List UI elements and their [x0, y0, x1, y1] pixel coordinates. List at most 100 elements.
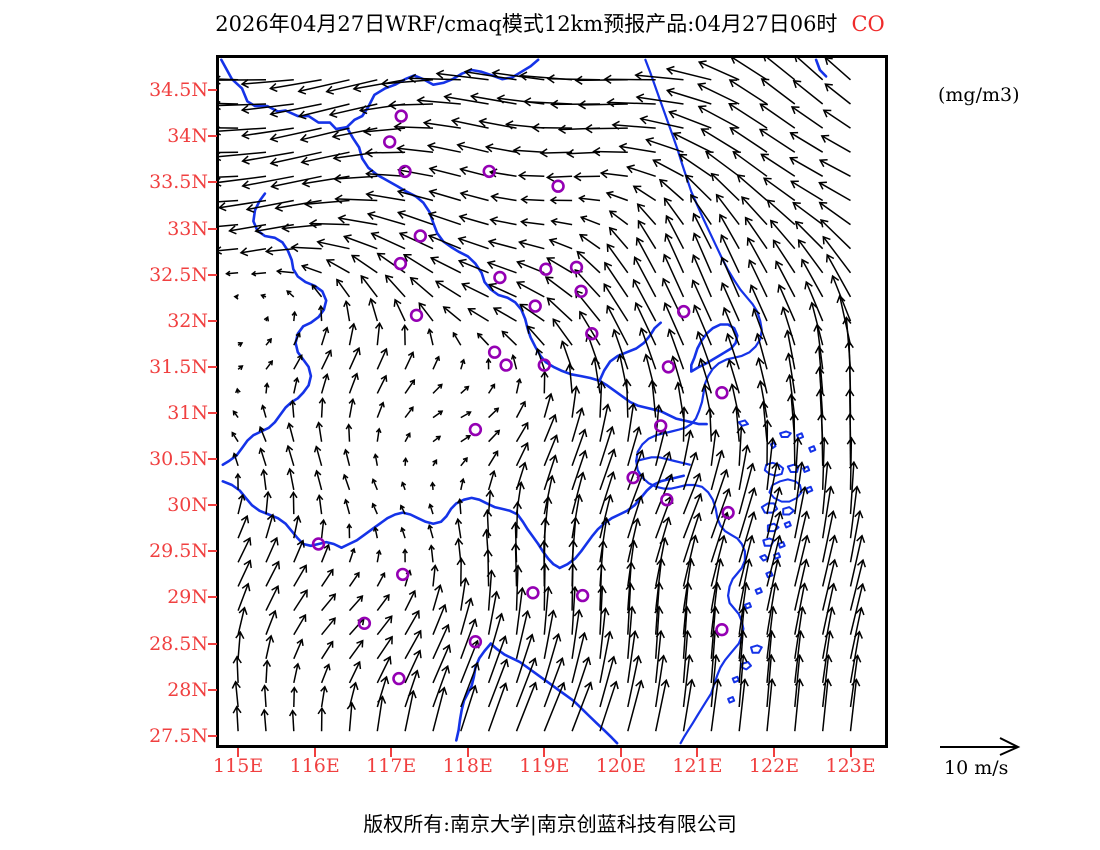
- wind-arrow-shaft: [526, 325, 545, 346]
- wind-arrow-head: [456, 141, 466, 151]
- wind-arrow-shaft: [326, 79, 378, 93]
- wind-arrow-head: [665, 65, 675, 75]
- wind-arrow-head: [815, 366, 825, 375]
- wind-arrow-head: [737, 629, 748, 639]
- wind-arrow-head: [772, 558, 782, 567]
- wind-arrow-shaft: [310, 222, 350, 226]
- wind-arrow-head: [380, 374, 388, 382]
- wind-arrow-head: [661, 277, 671, 287]
- wind-arrow-shaft: [654, 558, 663, 611]
- wind-arrow-head: [604, 261, 613, 271]
- wind-arrow-head: [697, 82, 706, 91]
- wind-arrow-shaft: [738, 445, 749, 491]
- wind-arrow-shaft: [515, 611, 529, 659]
- wind-arrow-head: [232, 452, 238, 458]
- wind-arrow-head: [609, 680, 619, 690]
- wind-arrow-head: [482, 528, 492, 537]
- wind-arrow-shaft: [282, 223, 322, 230]
- wind-arrow-shaft: [654, 582, 661, 635]
- wind-arrow-shaft: [335, 198, 378, 202]
- y-axis-tick-mark: [208, 504, 217, 507]
- wind-arrow-shaft: [347, 424, 351, 442]
- wind-arrow-shaft: [376, 323, 381, 346]
- wind-arrow-head: [635, 679, 645, 689]
- wind-arrow-shaft: [271, 175, 322, 188]
- wind-arrow-head: [519, 400, 527, 408]
- wind-arrow-head: [692, 304, 702, 314]
- wind-arrow-head: [523, 97, 532, 107]
- wind-arrow-head: [578, 631, 588, 641]
- wind-arrow-head: [416, 96, 425, 106]
- wind-arrow-head: [297, 354, 303, 361]
- wind-arrow-shaft: [265, 585, 279, 611]
- wind-arrow-shaft: [599, 404, 609, 442]
- wind-arrow-head: [384, 615, 393, 624]
- wind-arrow-shaft: [514, 522, 518, 563]
- wind-arrow-shaft: [748, 260, 768, 298]
- wind-arrow-head: [607, 655, 617, 665]
- wind-arrow-head: [578, 449, 588, 459]
- wind-arrow-shaft: [651, 380, 657, 418]
- wind-arrow-head: [429, 256, 439, 265]
- wind-arrow-shaft: [821, 583, 835, 635]
- wind-arrow-head: [460, 358, 466, 365]
- wind-arrow-head: [293, 376, 300, 383]
- y-axis-tick-mark: [208, 273, 217, 276]
- wind-arrow-shaft: [293, 565, 307, 587]
- wind-arrow-head: [240, 514, 250, 524]
- wind-arrow-shaft: [731, 58, 768, 81]
- wind-arrow-shaft: [599, 495, 612, 539]
- wind-arrow-head: [384, 635, 393, 645]
- wind-arrow-head: [546, 257, 555, 266]
- wind-arrow-head: [269, 133, 279, 143]
- station-marker: [482, 164, 496, 179]
- wind-arrow-shaft: [374, 454, 379, 466]
- wind-arrow-shaft: [293, 540, 304, 563]
- wind-arrow-shaft: [627, 631, 636, 684]
- station-marker: [626, 470, 640, 485]
- wind-arrow-head: [606, 97, 615, 108]
- wind-arrow-shaft: [601, 172, 628, 178]
- wind-arrow-head: [238, 606, 248, 615]
- wind-arrow-head: [579, 310, 587, 320]
- wind-arrow-head: [745, 534, 756, 544]
- wind-arrow-shaft: [512, 355, 518, 370]
- wind-arrow-shaft: [821, 535, 836, 587]
- wind-arrow-head: [712, 678, 722, 687]
- wind-arrow-head: [500, 658, 509, 668]
- wind-arrow-shaft: [219, 199, 239, 203]
- wind-arrow-head: [789, 156, 798, 165]
- y-axis-tick-mark: [208, 365, 217, 368]
- wind-arrow-shaft: [766, 607, 774, 659]
- wind-arrow-shaft: [519, 303, 545, 322]
- wind-arrow-head: [715, 193, 724, 203]
- wind-arrow-head: [260, 404, 267, 410]
- wind-arrow-shaft: [726, 333, 740, 370]
- wind-arrow-shaft: [710, 582, 719, 635]
- wind-arrow-head: [241, 155, 250, 165]
- wind-arrow-shaft: [685, 174, 712, 202]
- station-marker: [526, 586, 540, 600]
- wind-arrow-head: [510, 354, 517, 360]
- wind-arrow-head: [762, 177, 772, 186]
- wind-arrow-head: [767, 436, 777, 446]
- wind-arrow-head: [454, 537, 464, 546]
- wind-arrow-shaft: [599, 608, 607, 659]
- wind-arrow-shaft: [738, 679, 746, 732]
- wind-arrow-shaft: [366, 172, 406, 178]
- wind-arrow-head: [461, 282, 470, 291]
- wind-arrow-head: [441, 623, 451, 633]
- wind-arrow-head: [374, 321, 384, 330]
- wind-arrow-head: [575, 407, 585, 416]
- wind-arrow-head: [490, 192, 499, 202]
- wind-arrow-shaft: [543, 633, 560, 684]
- wind-arrow-head: [427, 523, 433, 530]
- wind-arrow-shaft: [460, 359, 465, 370]
- wind-arrow-head: [326, 640, 334, 648]
- wind-arrow-shaft: [766, 535, 781, 587]
- wind-arrow-shaft: [710, 679, 719, 732]
- wind-arrow-shaft: [398, 190, 434, 202]
- station-marker: [396, 567, 410, 582]
- wind-arrow-shaft: [237, 537, 251, 563]
- wind-arrow-head: [393, 298, 402, 307]
